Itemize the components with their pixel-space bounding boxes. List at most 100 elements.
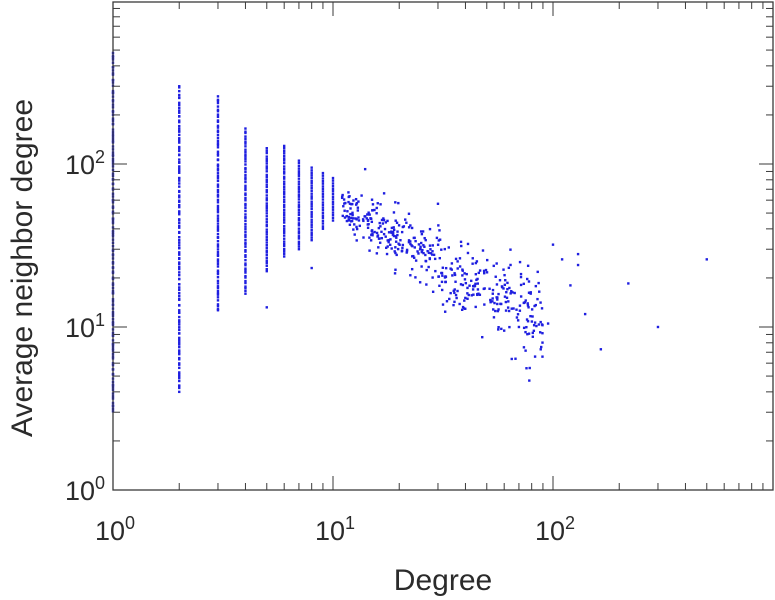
- data-point: [394, 240, 398, 243]
- data-point: [178, 103, 181, 107]
- data-point: [370, 229, 373, 233]
- data-point: [441, 274, 444, 277]
- data-point: [244, 285, 247, 288]
- data-point: [297, 195, 301, 198]
- data-point: [310, 213, 313, 216]
- data-point: [297, 227, 301, 230]
- data-point: [437, 275, 441, 278]
- data-point: [410, 226, 414, 230]
- data-point: [310, 205, 313, 208]
- data-point: [265, 170, 268, 173]
- data-point: [297, 193, 301, 196]
- data-point: [282, 182, 286, 186]
- data-point: [282, 161, 286, 165]
- data-point: [466, 297, 469, 300]
- data-point: [355, 239, 358, 242]
- data-point: [310, 202, 313, 206]
- data-point: [310, 176, 313, 180]
- data-point: [297, 235, 301, 238]
- data-point: [539, 331, 542, 334]
- data-point: [178, 297, 181, 301]
- data-point: [331, 200, 335, 204]
- data-point: [265, 173, 268, 177]
- data-point: [282, 154, 286, 158]
- points-layer: [111, 51, 708, 413]
- data-point: [526, 277, 529, 281]
- data-point: [331, 219, 335, 222]
- data-point: [373, 230, 376, 234]
- data-point: [541, 332, 544, 335]
- data-point: [178, 158, 181, 161]
- data-point: [216, 179, 220, 183]
- data-point: [429, 248, 432, 251]
- data-point: [265, 204, 268, 208]
- data-point: [395, 253, 398, 257]
- data-point: [409, 274, 412, 277]
- data-point: [216, 134, 220, 137]
- data-point: [216, 169, 220, 172]
- data-point: [462, 307, 466, 310]
- data-point: [282, 200, 286, 204]
- data-point: [464, 281, 468, 285]
- data-point: [503, 283, 507, 287]
- data-point: [392, 228, 396, 232]
- data-point: [178, 120, 181, 124]
- data-point: [385, 246, 388, 250]
- data-point: [515, 316, 519, 319]
- data-point: [282, 244, 286, 248]
- data-point: [507, 266, 511, 270]
- data-point: [282, 208, 286, 212]
- data-point: [265, 228, 268, 231]
- data-point: [373, 208, 376, 212]
- data-point: [265, 256, 268, 260]
- data-point: [519, 295, 523, 298]
- data-point: [383, 227, 387, 231]
- data-point: [178, 96, 181, 99]
- data-point: [216, 245, 220, 248]
- data-point: [244, 292, 247, 295]
- data-point: [178, 85, 181, 88]
- data-point: [492, 308, 495, 311]
- data-point: [310, 195, 313, 198]
- data-point: [378, 221, 381, 225]
- data-point: [344, 201, 347, 205]
- data-point: [419, 230, 423, 233]
- data-point: [216, 113, 220, 116]
- data-point: [265, 233, 268, 236]
- data-point: [178, 341, 181, 344]
- data-point: [365, 217, 368, 220]
- data-point: [357, 219, 361, 222]
- data-point: [297, 245, 301, 248]
- data-point: [178, 101, 181, 105]
- data-point: [178, 218, 181, 221]
- data-point: [282, 144, 286, 148]
- data-point: [459, 283, 463, 286]
- data-point: [297, 170, 301, 173]
- data-point: [440, 248, 443, 251]
- data-point: [244, 173, 247, 177]
- data-point: [178, 244, 181, 247]
- data-point: [310, 197, 313, 200]
- data-point: [244, 267, 247, 270]
- data-point: [178, 210, 181, 213]
- data-point: [216, 285, 220, 288]
- data-point: [456, 267, 459, 270]
- data-point: [527, 291, 531, 294]
- data-point: [347, 218, 350, 221]
- data-point: [310, 226, 313, 229]
- data-point: [455, 296, 458, 300]
- data-point: [178, 230, 181, 234]
- data-point: [484, 268, 488, 272]
- data-point: [541, 355, 544, 358]
- data-point: [216, 185, 220, 188]
- data-point: [452, 289, 455, 293]
- data-point: [178, 323, 181, 326]
- data-point: [491, 292, 494, 295]
- data-point: [331, 211, 335, 214]
- data-point: [265, 162, 268, 165]
- data-point: [345, 214, 349, 218]
- data-point: [282, 216, 286, 219]
- data-point: [436, 243, 440, 246]
- data-point: [496, 302, 499, 306]
- data-point: [502, 329, 506, 332]
